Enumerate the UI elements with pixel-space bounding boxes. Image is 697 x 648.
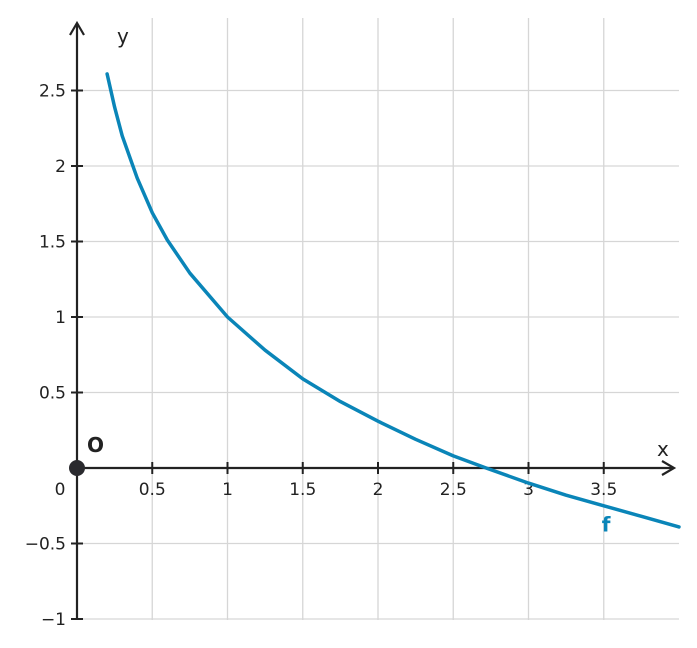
y-tick-label-2: 1.5 (39, 233, 66, 253)
tick-labels: 0.5 1 1.5 2 2.5 3 3.5 2.5 2 1.5 1 0.5 −0.5 −1 (25, 82, 618, 631)
x-tick-label-1: 1 (222, 480, 233, 500)
y-tick-label-3: 1 (55, 308, 66, 328)
y-tick-label-6: −1 (41, 610, 66, 630)
series-label-f: f (602, 512, 611, 536)
x-tick-label-3: 2 (373, 480, 384, 500)
y-axis-arrow (69, 20, 85, 36)
y-tick-label-1: 2 (55, 157, 66, 177)
series-line-f (105, 72, 681, 529)
x-tick-label-0: 0.5 (139, 480, 166, 500)
x-axis-arrow (661, 460, 677, 476)
x-axis-label: x (657, 437, 669, 461)
y-tick-label-5: −0.5 (25, 535, 66, 555)
grid-lines (77, 18, 679, 620)
origin-tick-label: 0 (55, 480, 66, 500)
origin-point-label: O (87, 433, 104, 457)
y-axis-label: y (117, 24, 129, 48)
origin-point (69, 460, 85, 476)
series-layer: f (69, 72, 681, 536)
y-tick-label-0: 2.5 (39, 82, 66, 102)
x-tick-label-4: 2.5 (440, 480, 467, 500)
axes (69, 20, 677, 620)
y-tick-label-4: 0.5 (39, 384, 66, 404)
x-tick-label-5: 3 (523, 480, 534, 500)
x-tick-label-2: 1.5 (289, 480, 316, 500)
x-tick-label-6: 3.5 (590, 480, 617, 500)
